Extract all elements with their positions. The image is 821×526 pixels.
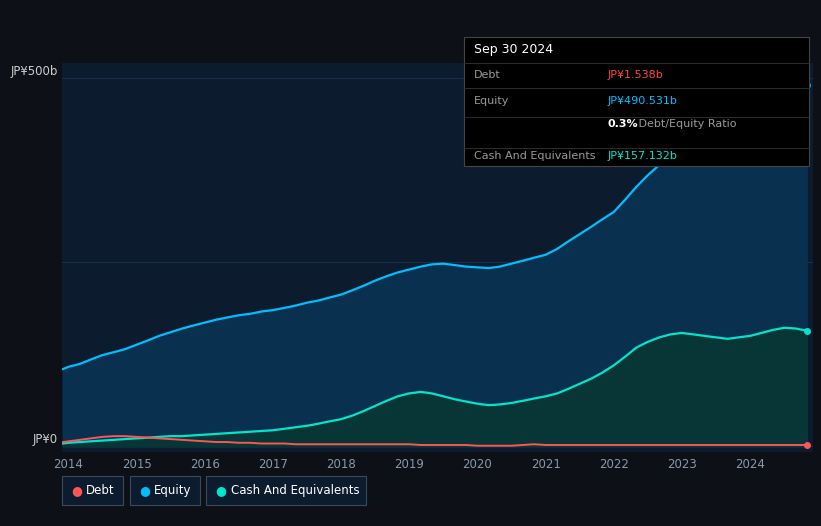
Text: ●: ● <box>215 484 227 497</box>
Text: JP¥1.538b: JP¥1.538b <box>608 70 663 80</box>
Text: 0.3%: 0.3% <box>608 119 638 129</box>
Text: JP¥157.132b: JP¥157.132b <box>608 151 677 161</box>
Text: JP¥500b: JP¥500b <box>11 65 57 78</box>
Text: ●: ● <box>139 484 150 497</box>
Text: JP¥0: JP¥0 <box>33 433 57 447</box>
Text: Debt: Debt <box>86 484 115 497</box>
Text: Equity: Equity <box>154 484 192 497</box>
Text: Debt/Equity Ratio: Debt/Equity Ratio <box>635 119 736 129</box>
Text: JP¥490.531b: JP¥490.531b <box>608 96 677 106</box>
Text: Equity: Equity <box>474 96 509 106</box>
Text: Cash And Equivalents: Cash And Equivalents <box>231 484 360 497</box>
Text: Sep 30 2024: Sep 30 2024 <box>474 43 553 56</box>
Text: Debt: Debt <box>474 70 501 80</box>
Text: Cash And Equivalents: Cash And Equivalents <box>474 151 595 161</box>
Text: ●: ● <box>71 484 82 497</box>
